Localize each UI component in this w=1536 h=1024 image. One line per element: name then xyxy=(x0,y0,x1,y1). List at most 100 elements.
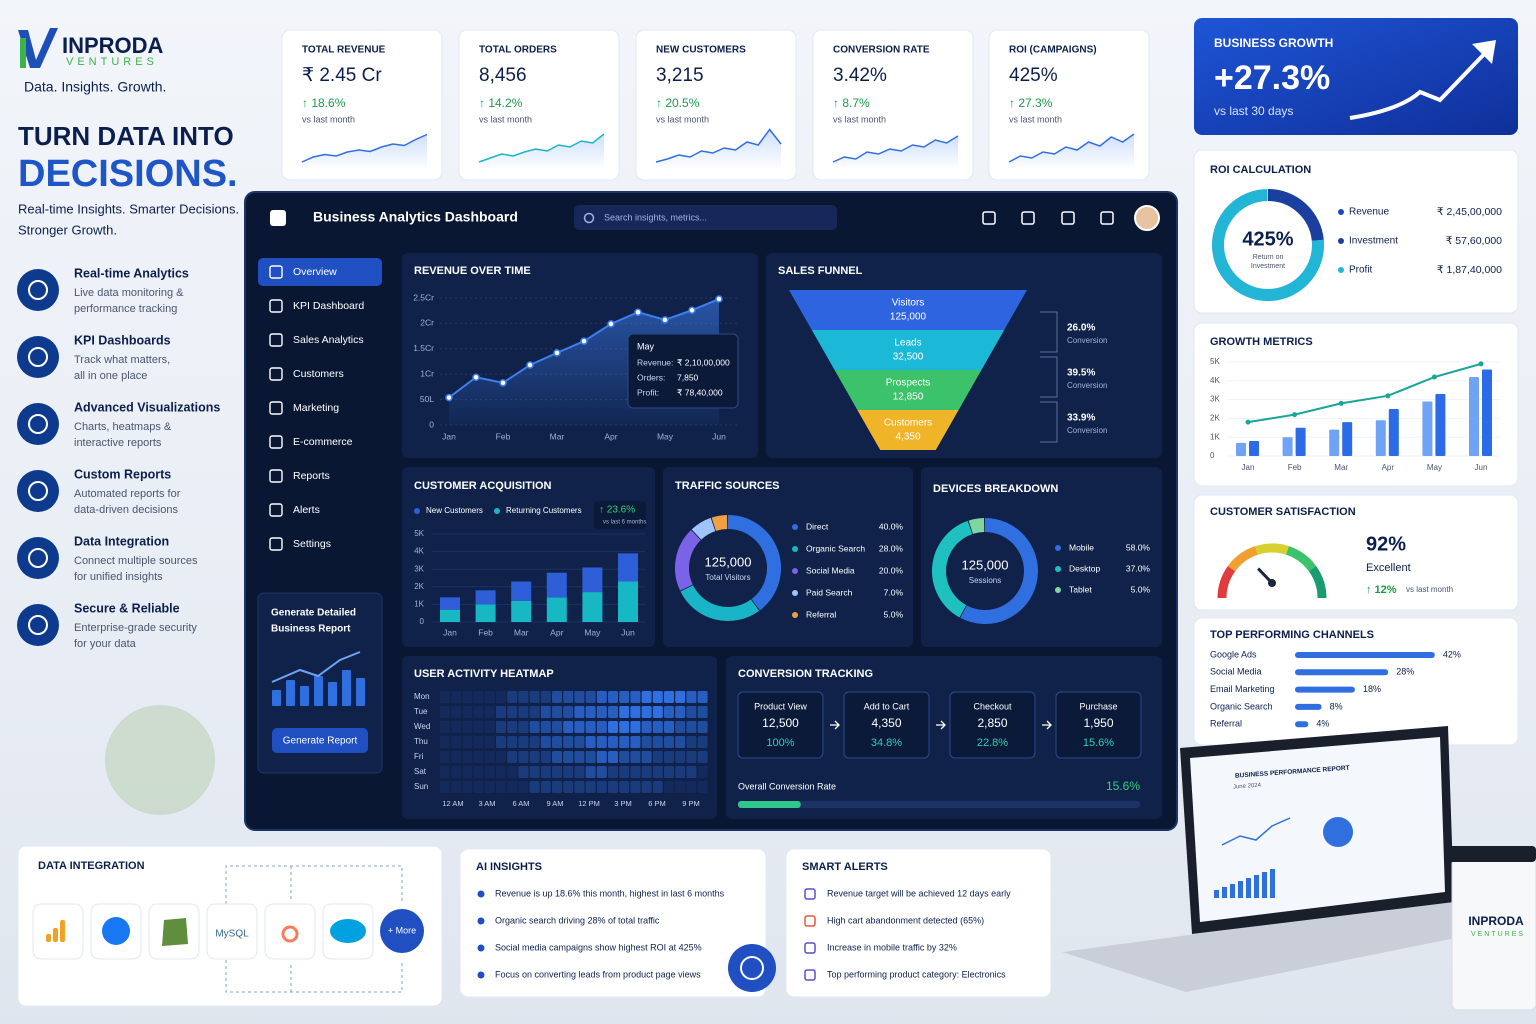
heatmap-cell xyxy=(518,781,529,793)
bar xyxy=(1329,429,1340,456)
roi-label: Investment xyxy=(1349,236,1398,247)
growth-arrowhead xyxy=(1472,40,1496,64)
nav-item[interactable]: Marketing xyxy=(293,402,339,414)
donut-segment xyxy=(727,515,781,611)
x-tick-label: May xyxy=(657,431,674,441)
feature-icon xyxy=(17,403,59,445)
header-icon[interactable] xyxy=(982,211,996,225)
bar xyxy=(1482,369,1492,456)
y-tick-label: 0 xyxy=(1210,451,1215,460)
heatmap-cell xyxy=(529,721,540,733)
funnel-value: 32,500 xyxy=(893,352,924,363)
sparkline xyxy=(1008,133,1135,163)
nav-item[interactable]: KPI Dashboard xyxy=(293,300,364,312)
heatmap-cell xyxy=(473,766,484,778)
heatmap-cell xyxy=(540,691,551,703)
conversion-value: 39.5% xyxy=(1067,368,1095,379)
heatmap-cell xyxy=(652,706,663,718)
nav-icon xyxy=(269,367,283,381)
badge-note: vs last 6 months xyxy=(603,520,646,526)
nav-item[interactable]: Alerts xyxy=(293,504,320,516)
legend-dot xyxy=(1338,238,1344,244)
step-value: 2,850 xyxy=(977,716,1007,730)
heatmap-cell xyxy=(484,781,495,793)
feature-icon-inner xyxy=(28,347,48,367)
heatmap-cell xyxy=(641,721,652,733)
more-label[interactable]: + More xyxy=(388,925,416,935)
channel-value: 28% xyxy=(1396,667,1414,677)
heatmap-col: 9 PM xyxy=(682,799,700,808)
heatmap-cell xyxy=(630,706,641,718)
alert: Increase in mobile traffic by 32% xyxy=(827,942,957,952)
channel-bar xyxy=(1295,686,1355,693)
heatmap-cell xyxy=(641,751,652,763)
brand-sub: VENTURES xyxy=(66,56,158,68)
nav-item[interactable]: Sales Analytics xyxy=(293,334,364,346)
hero-line: Real-time Insights. Smarter Decisions. xyxy=(18,201,239,216)
nav-item[interactable]: Reports xyxy=(293,470,330,482)
satisfaction-value: 92% xyxy=(1366,533,1406,555)
nav-item[interactable]: Settings xyxy=(293,538,331,550)
nav-item[interactable]: Customers xyxy=(293,368,344,380)
channel-name: Organic Search xyxy=(1210,701,1273,711)
heatmap-cell xyxy=(608,706,618,718)
kpi-change: ↑ 20.5% xyxy=(656,96,700,110)
legend-label: Desktop xyxy=(1069,563,1100,573)
kpi-value: 3.42% xyxy=(833,65,887,86)
step-arrow xyxy=(936,720,946,730)
kpi-title: NEW CUSTOMERS xyxy=(656,45,746,56)
report-button[interactable] xyxy=(272,728,368,753)
nav-item[interactable]: Overview xyxy=(293,266,337,278)
heatmap-cell xyxy=(675,766,686,778)
heatmap-cell xyxy=(675,751,686,763)
donut-segment xyxy=(680,584,760,621)
y-tick-label: 2K xyxy=(414,582,424,591)
nav-icon xyxy=(269,435,283,449)
heatmap-cell xyxy=(440,751,450,763)
heatmap-cell xyxy=(451,766,462,778)
heatmap-cell xyxy=(507,736,518,748)
kpi-note: vs last month xyxy=(833,114,886,124)
heatmap-cell xyxy=(473,781,484,793)
revenue-point xyxy=(715,295,723,303)
panel-title: REVENUE OVER TIME xyxy=(414,265,531,277)
card-title: ROI CALCULATION xyxy=(1210,164,1311,176)
legend-dot xyxy=(1055,566,1061,572)
cup-lid xyxy=(1448,846,1536,862)
bar xyxy=(1375,420,1386,456)
nav-item[interactable]: E-commerce xyxy=(293,436,353,448)
legend-dot xyxy=(1055,545,1061,551)
heatmap-cell xyxy=(664,751,674,763)
heatmap-cell xyxy=(440,736,450,748)
heatmap-cell xyxy=(507,721,518,733)
channel-value: 8% xyxy=(1330,701,1343,711)
roi-value: ₹ 57,60,000 xyxy=(1446,235,1502,247)
avatar[interactable] xyxy=(1134,205,1160,231)
step-box xyxy=(737,691,824,759)
sparkline-area xyxy=(1009,134,1134,170)
laptop-chart xyxy=(1221,817,1291,846)
heatmap-cell xyxy=(473,691,484,703)
x-tick-label: Jun xyxy=(1475,463,1488,472)
header-icon[interactable] xyxy=(1021,211,1035,225)
header-icon[interactable] xyxy=(1100,211,1114,225)
roi-center: 425% xyxy=(1242,228,1293,250)
laptop-bars xyxy=(1222,887,1227,898)
search-box[interactable] xyxy=(574,205,837,230)
badge xyxy=(594,501,646,529)
sparkline-area xyxy=(479,134,604,170)
donut-segment xyxy=(691,517,716,540)
more-button[interactable] xyxy=(380,909,424,953)
x-tick-label: Mar xyxy=(514,627,529,637)
y-tick-label: 0 xyxy=(429,419,434,429)
satisfaction-rating: Excellent xyxy=(1366,562,1411,574)
report-button-label[interactable]: Generate Report xyxy=(283,736,358,747)
heatmap-cell xyxy=(529,736,540,748)
sparkline xyxy=(832,135,959,163)
bar xyxy=(1342,422,1353,456)
heatmap-cell xyxy=(596,721,607,733)
bar xyxy=(1249,440,1259,456)
tooltip-label: Profit: xyxy=(637,387,659,397)
sparkline xyxy=(478,133,605,163)
header-icon[interactable] xyxy=(1061,211,1075,225)
